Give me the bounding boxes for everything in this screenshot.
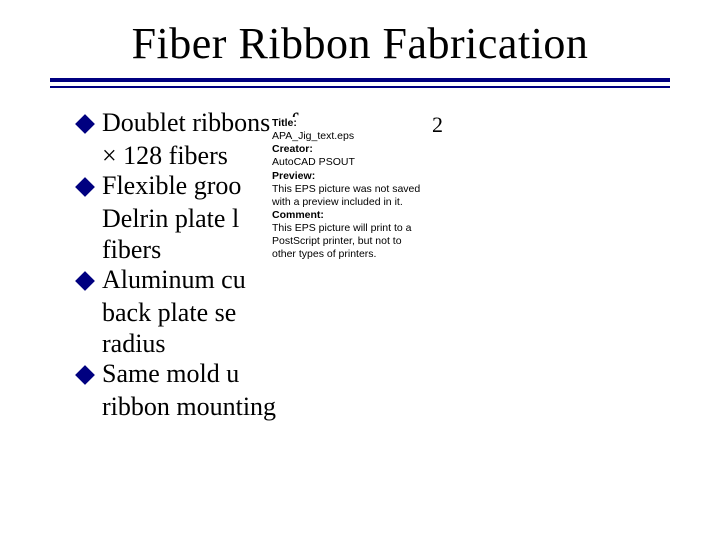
list-item-text: Aluminum cu [102, 265, 246, 296]
diamond-bullet-icon [75, 271, 95, 291]
diamond-bullet-icon [75, 114, 95, 134]
list-item-text: Same mold u [102, 359, 239, 390]
list-item-text: Doublet ribbons of [102, 108, 298, 139]
title-rule-thick [50, 78, 670, 82]
eps-placeholder-box: Title: APA_Jig_text.eps Creator: AutoCAD… [270, 117, 430, 261]
overlay-title-label: Title: [270, 117, 430, 130]
overlay-title-value: APA_Jig_text.eps [270, 130, 430, 143]
overlay-comment-value: PostScript printer, but not to [270, 235, 430, 248]
list-item-cont: back plate se [102, 298, 598, 329]
overlay-creator-label: Creator: [270, 143, 430, 156]
mult-sign: × [102, 141, 117, 170]
slide-title: Fiber Ribbon Fabrication [0, 18, 720, 69]
overlay-comment-value: This EPS picture will print to a [270, 222, 430, 235]
list-item-cont: ribbon mounting [102, 392, 598, 423]
list-item: Same mold u [78, 359, 598, 390]
overlay-comment-value: other types of printers. [270, 248, 430, 261]
overlay-creator-value: AutoCAD PSOUT [270, 156, 430, 169]
overlay-preview-value: This EPS picture was not saved [270, 183, 430, 196]
slide-title-wrap: Fiber Ribbon Fabrication [0, 18, 720, 69]
stray-two: 2 [432, 112, 443, 138]
list-item-text: Flexible groo [102, 171, 241, 202]
overlay-comment-label: Comment: [270, 209, 430, 222]
overlay-preview-label: Preview: [270, 170, 430, 183]
overlay-preview-value: with a preview included in it. [270, 196, 430, 209]
title-rule-thin [50, 86, 670, 88]
list-item-cont: radius [102, 329, 598, 360]
diamond-bullet-icon [75, 177, 95, 197]
list-item: Aluminum cu [78, 265, 598, 296]
diamond-bullet-icon [75, 365, 95, 385]
list-item-text: 128 fibers [123, 141, 228, 170]
